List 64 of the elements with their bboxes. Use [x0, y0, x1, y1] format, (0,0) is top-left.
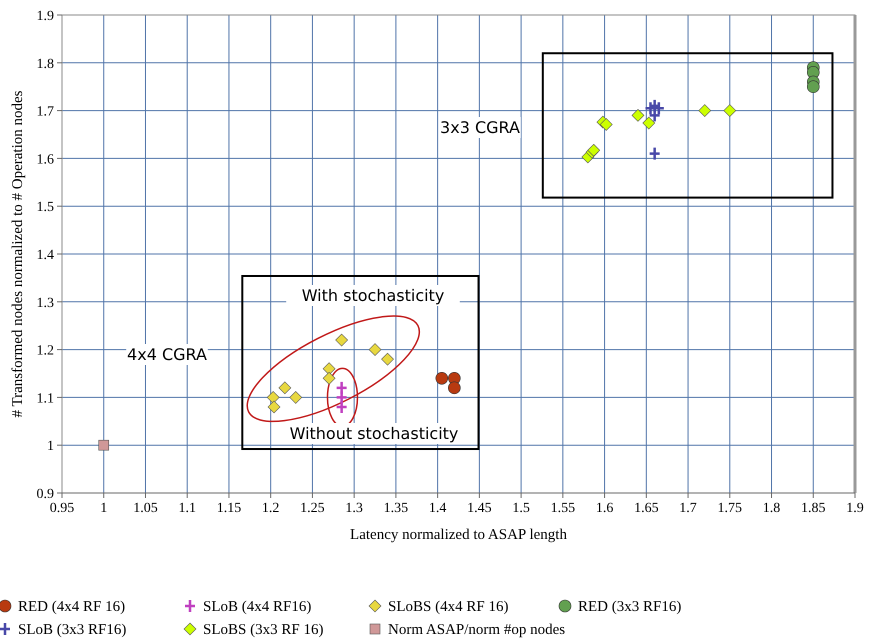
x-tick-label: 1.6 — [596, 501, 614, 516]
x-tick-label: 1.5 — [512, 501, 530, 516]
x-tick-label: 1.3 — [345, 501, 363, 516]
x-tick-label: 1.4 — [428, 501, 446, 516]
point — [289, 391, 302, 404]
x-tick-label: 1.9 — [846, 501, 864, 516]
point — [278, 382, 292, 394]
x-tick-label: 1.15 — [216, 501, 242, 516]
annotation: With stochasticity — [302, 286, 444, 305]
x-tick-label: 1.2 — [262, 501, 280, 516]
x-tick-label: 1.8 — [762, 501, 780, 516]
x-tick-label: 1.1 — [178, 501, 196, 516]
point — [600, 118, 613, 131]
x-axis-title: Latency normalized to ASAP length — [350, 527, 568, 543]
point — [381, 352, 394, 366]
y-tick-label: 1.2 — [36, 344, 54, 359]
point — [642, 116, 656, 130]
y-tick-label: 1.8 — [36, 56, 54, 72]
x-tick-label: 1.35 — [384, 501, 408, 516]
x-tick-label: 0.95 — [50, 501, 74, 516]
annotation: 3x3 CGRA — [440, 118, 520, 137]
y-tick-label: 1 — [47, 439, 54, 454]
point — [322, 362, 336, 376]
x-tick-label: 1.25 — [300, 501, 325, 516]
point — [436, 372, 448, 385]
y-tick-label: 1.3 — [36, 296, 54, 311]
legend-label: Norm ASAP/norm #op nodes — [388, 622, 566, 638]
x-tick-label: 1.85 — [801, 501, 826, 516]
x-tick-label: 1.65 — [634, 501, 659, 516]
legend-label: RED (3x3 RF16) — [578, 599, 682, 615]
x-tick-label: 1.75 — [718, 501, 742, 516]
x-tick-label: 1.05 — [133, 501, 158, 516]
legend-label: SLoB (4x4 RF16) — [203, 599, 312, 615]
y-axis-title: # Transformed nodes normalized to # Operation nodes — [10, 90, 26, 418]
y-tick-label: 1.1 — [36, 391, 54, 406]
point — [448, 382, 461, 394]
legend-label: RED (4x4 RF 16) — [18, 599, 126, 615]
point — [368, 343, 382, 356]
point — [98, 440, 110, 450]
x-tick-label: 1 — [100, 501, 108, 516]
point — [648, 146, 661, 161]
point — [806, 80, 820, 93]
legend-label: SLoB (3x3 RF16) — [18, 622, 126, 638]
point — [335, 334, 348, 346]
y-tick-label: 1.7 — [36, 104, 54, 120]
y-tick-label: 1.9 — [36, 9, 54, 24]
point — [322, 372, 336, 385]
y-tick-label: 1.4 — [36, 248, 54, 263]
point — [335, 400, 348, 414]
y-tick-label: 1.5 — [36, 200, 54, 216]
x-tick-label: 1.7 — [679, 501, 697, 516]
y-tick-label: 1.6 — [36, 152, 54, 168]
annotation: 4x4 CGRA — [127, 345, 207, 364]
x-tick-label: 1.45 — [467, 501, 492, 516]
point — [723, 104, 736, 117]
legend-label: SLoBS (3x3 RF 16) — [203, 622, 324, 638]
point — [698, 104, 712, 117]
point — [268, 400, 280, 414]
y-tick-label: 0.9 — [36, 487, 54, 502]
x-tick-label: 1.55 — [550, 501, 576, 516]
point — [632, 109, 644, 122]
annotation: Without stochasticity — [290, 424, 458, 443]
point — [266, 391, 280, 404]
legend-label: SLoBS (4x4 RF 16) — [388, 599, 508, 615]
